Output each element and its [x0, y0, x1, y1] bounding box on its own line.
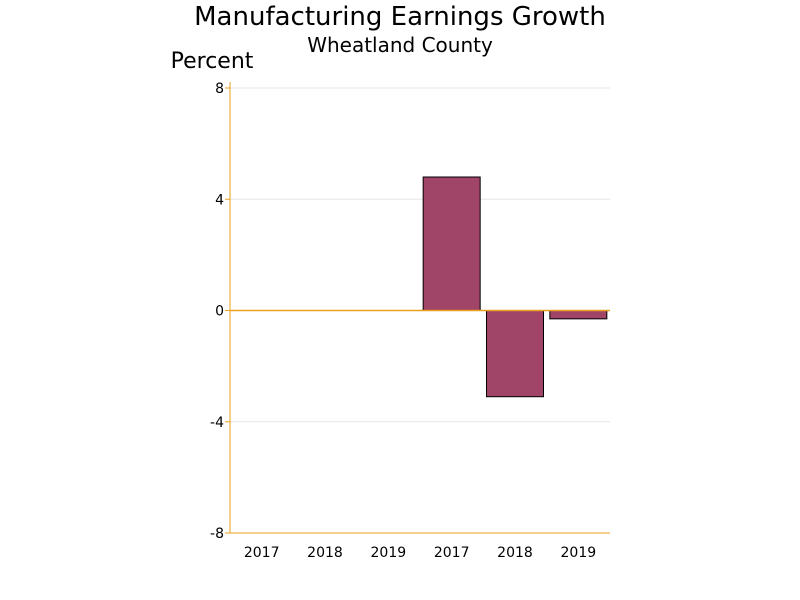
x-tick-label: 2018 [307, 545, 343, 561]
axes [225, 82, 610, 534]
y-tick-label: 0 [215, 304, 224, 320]
bar [422, 176, 481, 311]
bar [486, 310, 544, 398]
bar [549, 310, 608, 320]
x-tick-label: 2017 [244, 545, 280, 561]
x-tick-label: 2017 [434, 545, 470, 561]
x-tick-labels: 2017 2018 2019 2017 2018 2019 [244, 545, 596, 561]
y-tick-label: 4 [215, 192, 224, 208]
x-tick-label: 2019 [561, 545, 597, 561]
chart-subtitle: Wheatland County [307, 33, 493, 57]
y-axis-label: Percent [171, 49, 254, 74]
y-tick-label: -4 [210, 415, 224, 431]
bars [422, 176, 608, 398]
y-tick-label: 8 [215, 81, 224, 97]
x-tick-label: 2019 [371, 545, 407, 561]
chart-title: Manufacturing Earnings Growth [194, 2, 606, 32]
y-tick-labels: 8 4 0 -4 -8 [210, 81, 224, 542]
x-tick-label: 2018 [497, 545, 533, 561]
y-tick-label: -8 [210, 526, 224, 542]
